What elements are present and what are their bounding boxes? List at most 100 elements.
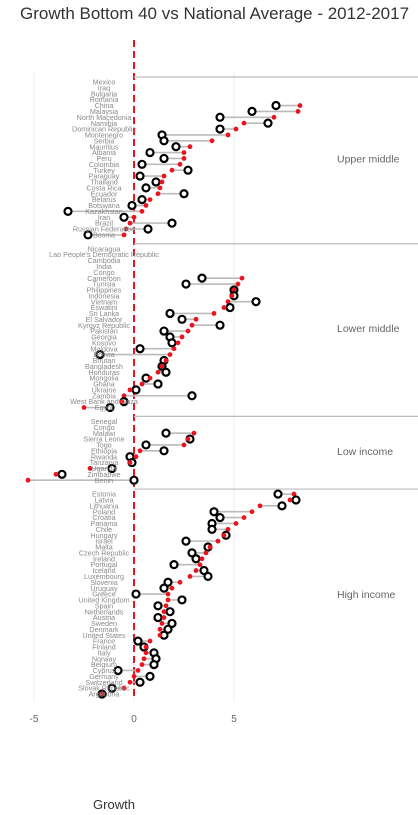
national-average-point <box>181 536 191 546</box>
national-average-point <box>133 636 143 646</box>
bottom-40-point <box>239 275 245 281</box>
country-label: Belarus <box>92 195 117 204</box>
bottom-40-point <box>209 138 215 144</box>
bottom-40-point <box>295 109 301 114</box>
national-average-point <box>57 469 67 479</box>
bottom-40-point <box>179 334 185 340</box>
country-label: Greece <box>92 590 116 599</box>
bottom-40-point <box>225 526 231 532</box>
country-label: Malaysia <box>90 107 118 116</box>
bottom-40-point <box>221 532 227 538</box>
national-average-point <box>165 308 175 319</box>
national-average-point <box>159 153 169 164</box>
country-label: India <box>96 262 112 271</box>
country-label: Ireland <box>93 554 115 563</box>
national-average-point <box>187 548 197 558</box>
bottom-40-point <box>121 393 127 399</box>
country-label: Cameroon <box>87 274 121 283</box>
country-label: Ghana <box>93 380 115 389</box>
country-label: Cambodia <box>88 256 121 265</box>
bottom-40-point <box>297 103 303 108</box>
country-label: Paraguay <box>89 172 120 181</box>
country-label: Bolivia <box>93 350 114 359</box>
country-label: Russian Federation <box>73 225 135 234</box>
national-average-point <box>145 671 155 681</box>
national-average-point <box>119 212 129 222</box>
bottom-40-point <box>127 679 133 685</box>
category-labels: Upper middle Lower middle Low income High i… <box>49 78 399 699</box>
bottom-40-point <box>159 363 165 369</box>
country-label: Lao People's Democratic Republic <box>49 250 159 259</box>
bottom-40-point <box>161 173 167 179</box>
bottom-40-point <box>167 352 173 357</box>
bottom-40-point <box>257 503 263 509</box>
national-average-point <box>161 428 171 438</box>
country-label: Mongolia <box>89 374 118 383</box>
country-label: Dominican Republic <box>72 125 136 134</box>
bottom-40-point <box>165 591 171 597</box>
country-label: Spain <box>95 601 113 610</box>
bottom-40-point <box>189 322 195 328</box>
bottom-40-point <box>139 208 145 214</box>
country-label: Montenegro <box>85 131 123 140</box>
national-average-point <box>177 595 187 605</box>
national-average-point <box>151 177 161 187</box>
country-label: Kosovo <box>92 338 116 347</box>
country-label: Luxembourg <box>84 572 124 581</box>
country-label: Egypt <box>95 403 113 412</box>
country-label: Denmark <box>89 625 119 634</box>
country-label: Bosnia <box>93 230 115 239</box>
country-label: Colombia <box>89 160 119 169</box>
bottom-40-point <box>127 220 133 226</box>
bottom-40-point <box>133 454 139 460</box>
bottom-40-point <box>87 466 93 471</box>
country-label: Sri Lanka <box>89 309 119 318</box>
bottom-40-point <box>147 638 153 644</box>
group-label: High income <box>337 589 396 601</box>
x-tick-label: 0 <box>131 714 137 725</box>
country-label: Iceland <box>92 566 115 575</box>
bottom-40-point <box>185 328 191 334</box>
country-label: Tanzania <box>90 458 119 467</box>
country-label: Ethiopia <box>91 446 117 455</box>
country-label: Switzerland <box>85 678 122 687</box>
national-average-point <box>163 577 173 587</box>
national-average-point <box>179 189 189 199</box>
country-label: Germany <box>89 672 119 681</box>
bottom-40-point <box>155 191 161 197</box>
national-average-point <box>135 171 145 181</box>
national-average-point <box>113 665 123 676</box>
bottom-40-point <box>241 515 247 520</box>
country-label: Eswatini <box>91 303 118 312</box>
national-average-point <box>141 183 151 193</box>
country-label: France <box>93 637 115 646</box>
country-label: Slovenia <box>90 578 118 587</box>
country-label: Latvia <box>94 496 113 505</box>
bottom-40-point <box>185 436 191 442</box>
national-average-point <box>127 200 137 211</box>
national-average-point <box>199 565 209 576</box>
national-average-point <box>135 677 145 687</box>
country-label: Togo <box>96 441 112 450</box>
bottom-40-point <box>287 497 293 503</box>
national-average-point <box>177 314 187 324</box>
bottom-40-point <box>171 346 177 352</box>
bottom-40-point <box>221 305 227 310</box>
country-label: Vietnam <box>91 297 117 306</box>
national-average-point <box>107 463 117 474</box>
country-label: Israel <box>95 537 113 546</box>
group-label: Low income <box>337 446 393 458</box>
x-axis-title: Growth <box>93 797 135 812</box>
bottom-40-point <box>163 603 169 609</box>
country-label: Serbia <box>94 136 115 145</box>
national-average-point <box>129 475 139 485</box>
national-average-point <box>137 195 147 205</box>
national-average-point <box>169 560 179 570</box>
country-label: Slovak Republic <box>78 684 130 693</box>
bottom-40-point <box>143 644 149 650</box>
national-average-point <box>247 106 257 117</box>
group-dividers <box>134 76 418 490</box>
country-label: Botswana <box>88 201 120 210</box>
bottom-40-point <box>181 150 187 155</box>
country-label: Lithuania <box>89 501 118 510</box>
